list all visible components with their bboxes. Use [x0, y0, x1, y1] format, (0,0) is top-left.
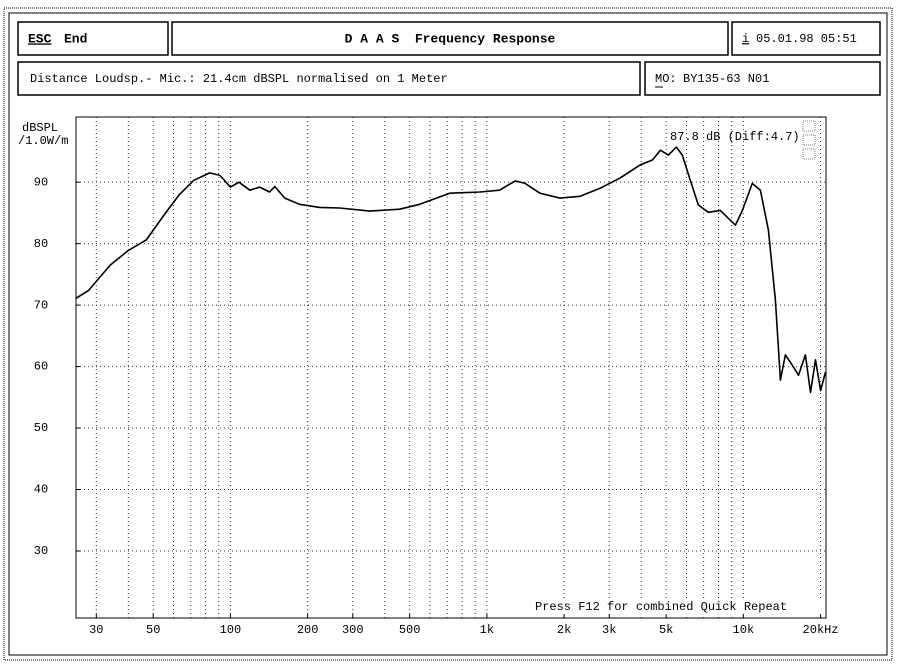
x-tick-label: 2k — [557, 623, 571, 637]
x-tick-label: 100 — [220, 623, 242, 637]
distance-box — [17, 61, 641, 96]
y-tick-label: 80 — [34, 237, 48, 251]
y-tick-label: 40 — [34, 483, 48, 497]
window-inner-frame — [8, 12, 888, 656]
y-label: dBSPL — [22, 121, 58, 135]
x-tick-label: 30 — [89, 623, 103, 637]
x-tick-label: 500 — [399, 623, 421, 637]
esc-button[interactable] — [17, 21, 169, 56]
x-tick-label: 20kHz — [803, 623, 839, 637]
info-key[interactable]: i — [742, 32, 749, 46]
icon — [802, 134, 816, 146]
y-tick-label: 30 — [34, 544, 48, 558]
y-tick-label: 90 — [34, 175, 48, 189]
x-tick-label: 3k — [602, 623, 616, 637]
x-tick-label: 1k — [480, 623, 494, 637]
model: BY135-63 N01 — [683, 72, 769, 86]
window-icons — [802, 120, 816, 160]
x-tick-label: 200 — [297, 623, 319, 637]
y-label: /1.0W/m — [18, 134, 68, 148]
footer-note-bg — [532, 599, 824, 614]
footer-note: Press F12 for combined Quick Repeat — [535, 600, 787, 614]
model-box[interactable] — [644, 61, 881, 96]
model-label[interactable]: MO: — [655, 72, 677, 86]
plot-frame — [75, 116, 827, 619]
annotation: 87.8 dB (Diff:4.7) — [670, 130, 800, 144]
icon — [802, 148, 816, 160]
x-tick-label: 10k — [733, 623, 755, 637]
x-tick-label: 5k — [659, 623, 673, 637]
window-frame — [3, 7, 893, 661]
esc-label[interactable]: End — [64, 31, 87, 46]
datetime: 05.01.98 05:51 — [756, 32, 857, 46]
x-tick-label: 300 — [342, 623, 364, 637]
icon — [802, 120, 816, 132]
response-curve — [75, 146, 827, 394]
title-box — [171, 21, 729, 56]
plot: 30 40 50 60 70 80 90 30 50 100 200 300 500 1k 2k 3k 5k 10… — [34, 117, 839, 637]
distance-text: Distance Loudsp.- Mic.: 21.4cm dBSPL nor… — [30, 72, 448, 86]
esc-key[interactable]: ESC — [28, 31, 52, 46]
y-tick-label: 50 — [34, 421, 48, 435]
x-tick-label: 50 — [146, 623, 160, 637]
y-tick-label: 70 — [34, 298, 48, 312]
info-button[interactable] — [731, 21, 881, 56]
y-tick-label: 60 — [34, 360, 48, 374]
title: D A A S Frequency Response — [345, 31, 556, 46]
